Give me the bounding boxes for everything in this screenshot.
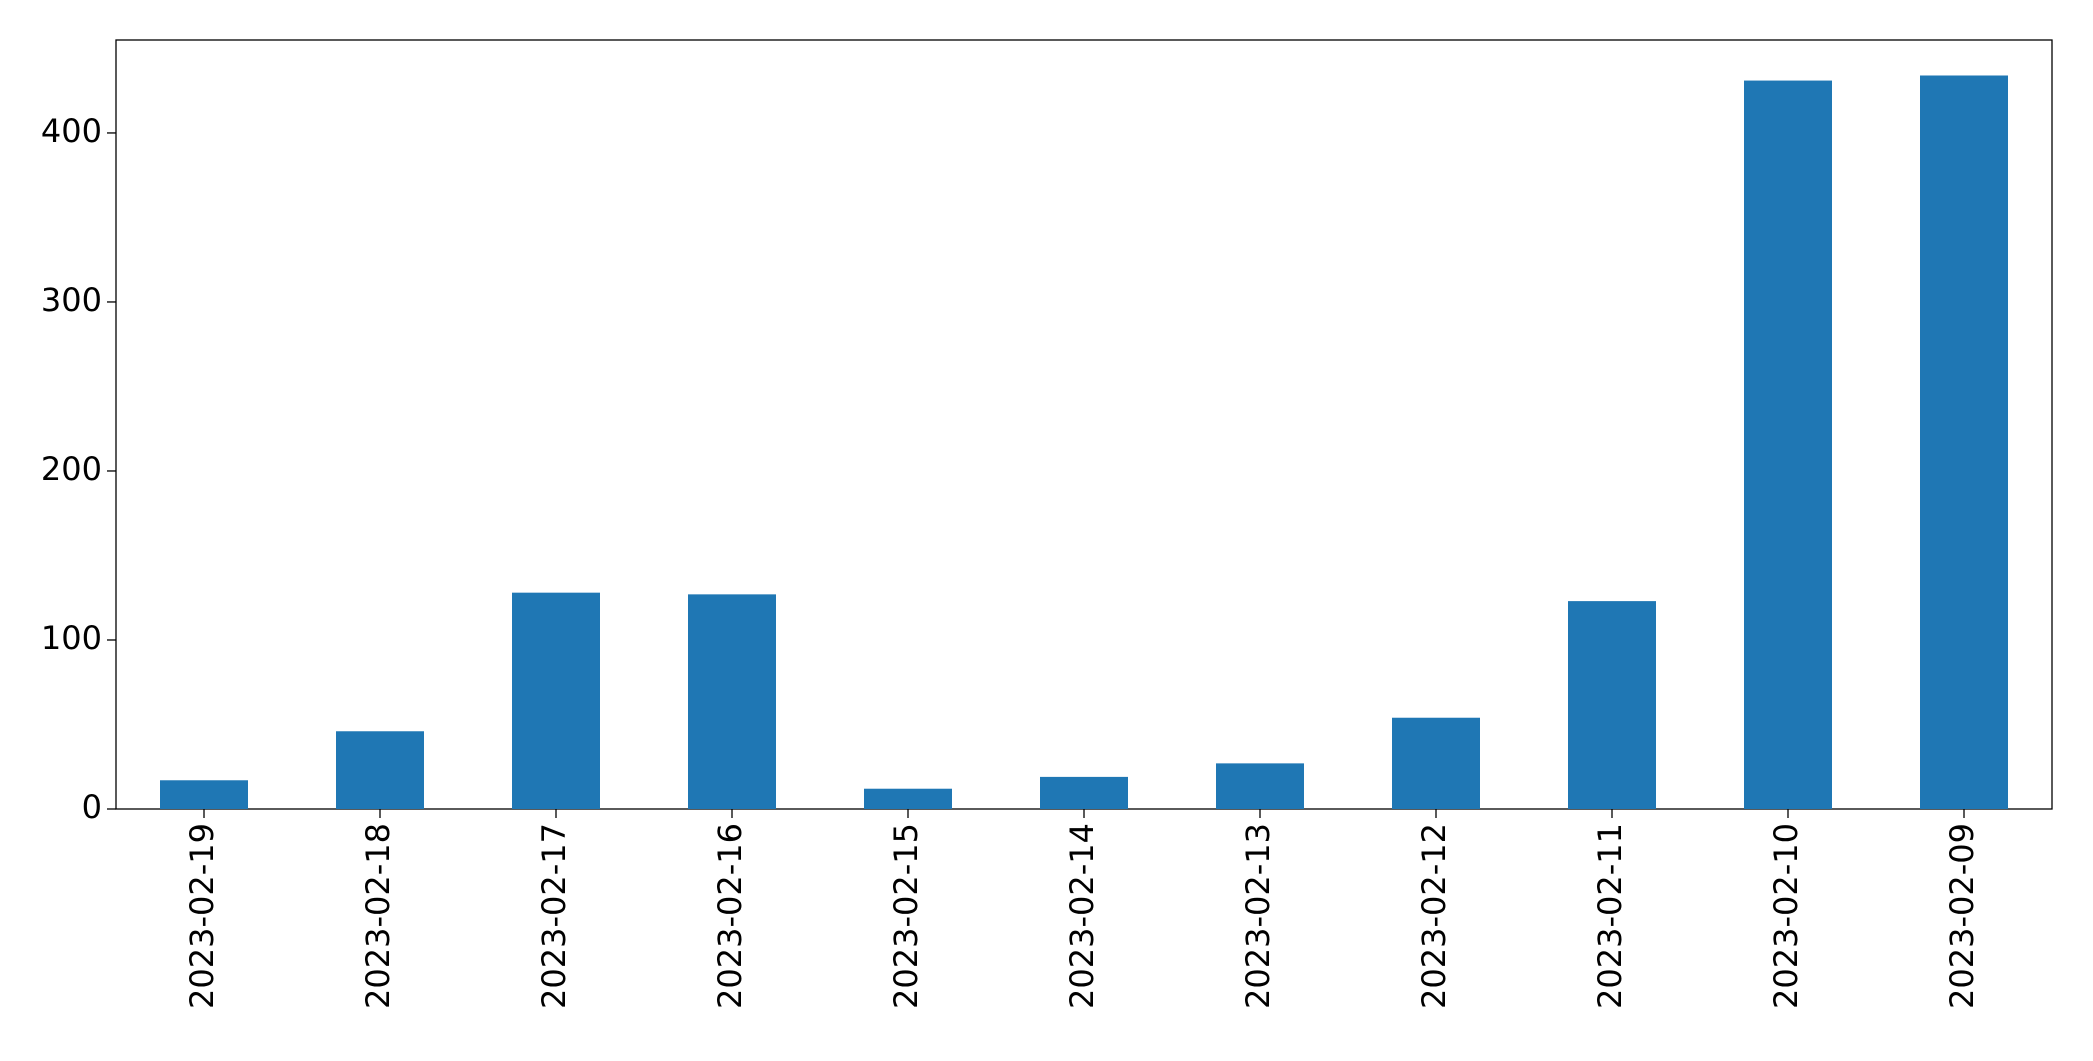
x-tick-label: 2023-02-16 [711,823,749,1009]
bar [1392,717,1480,809]
x-tick-label: 2023-02-13 [1239,823,1277,1009]
bar [1216,763,1304,809]
y-tick-label: 0 [82,788,102,826]
bar [864,788,952,809]
x-tick-label: 2023-02-10 [1767,823,1805,1009]
y-tick-label: 300 [41,281,102,319]
bar [1920,75,2008,809]
bar [336,731,424,809]
bar [1040,776,1128,809]
y-tick-label: 100 [41,619,102,657]
bar [1568,601,1656,809]
bar [1744,80,1832,810]
x-tick-label: 2023-02-19 [183,823,221,1009]
x-tick-label: 2023-02-11 [1591,823,1629,1009]
y-tick-label: 400 [41,112,102,150]
x-tick-label: 2023-02-09 [1943,823,1981,1009]
x-tick-label: 2023-02-14 [1063,823,1101,1009]
bar [512,592,600,809]
x-tick-label: 2023-02-17 [535,823,573,1009]
x-tick-label: 2023-02-15 [887,823,925,1009]
bar [688,594,776,809]
x-tick-label: 2023-02-18 [359,823,397,1009]
y-tick-label: 200 [41,450,102,488]
x-tick-label: 2023-02-12 [1415,823,1453,1009]
bar [160,780,248,809]
